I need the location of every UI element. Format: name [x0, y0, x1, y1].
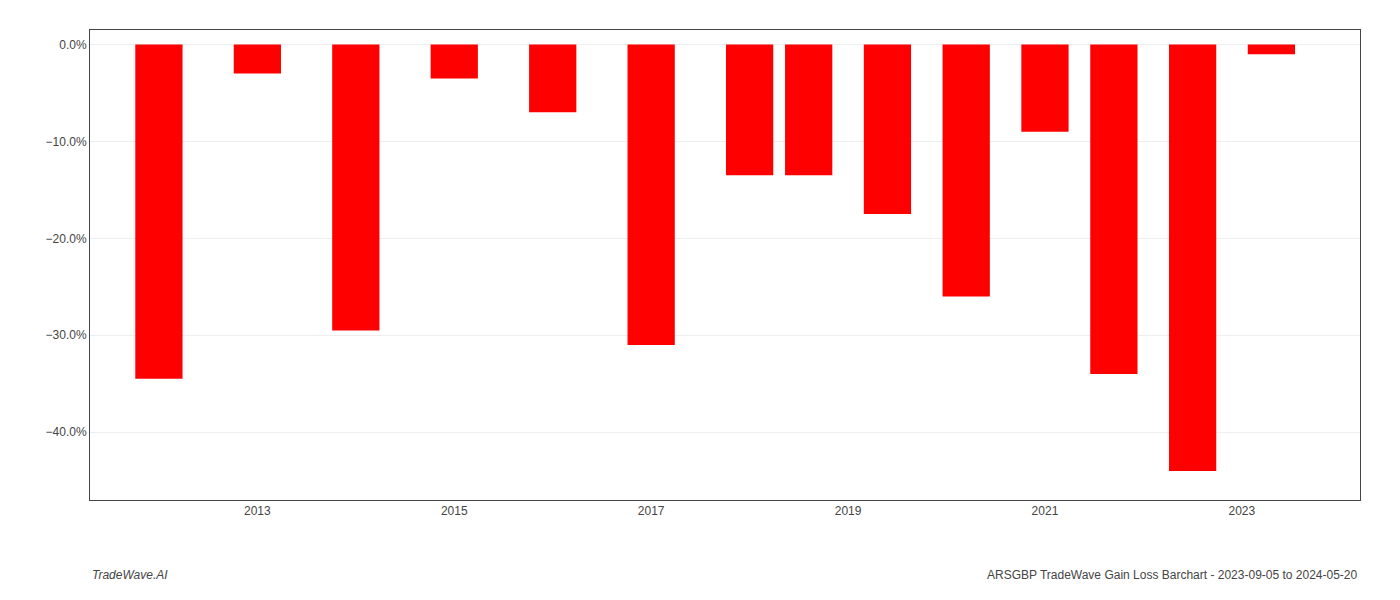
svg-text:ARSGBP TradeWave Gain Loss Bar: ARSGBP TradeWave Gain Loss Barchart - 20… [987, 568, 1358, 582]
svg-text:2019: 2019 [835, 504, 862, 518]
svg-text:2017: 2017 [638, 504, 665, 518]
svg-text:TradeWave.AI: TradeWave.AI [92, 568, 168, 582]
svg-text:2023: 2023 [1229, 504, 1256, 518]
svg-text:−10.0%: −10.0% [46, 135, 87, 149]
svg-text:2013: 2013 [244, 504, 271, 518]
svg-text:−40.0%: −40.0% [46, 425, 87, 439]
svg-text:2015: 2015 [441, 504, 468, 518]
svg-text:0.0%: 0.0% [59, 38, 87, 52]
svg-text:−30.0%: −30.0% [46, 328, 87, 342]
svg-text:−20.0%: −20.0% [46, 232, 87, 246]
svg-text:2021: 2021 [1032, 504, 1059, 518]
